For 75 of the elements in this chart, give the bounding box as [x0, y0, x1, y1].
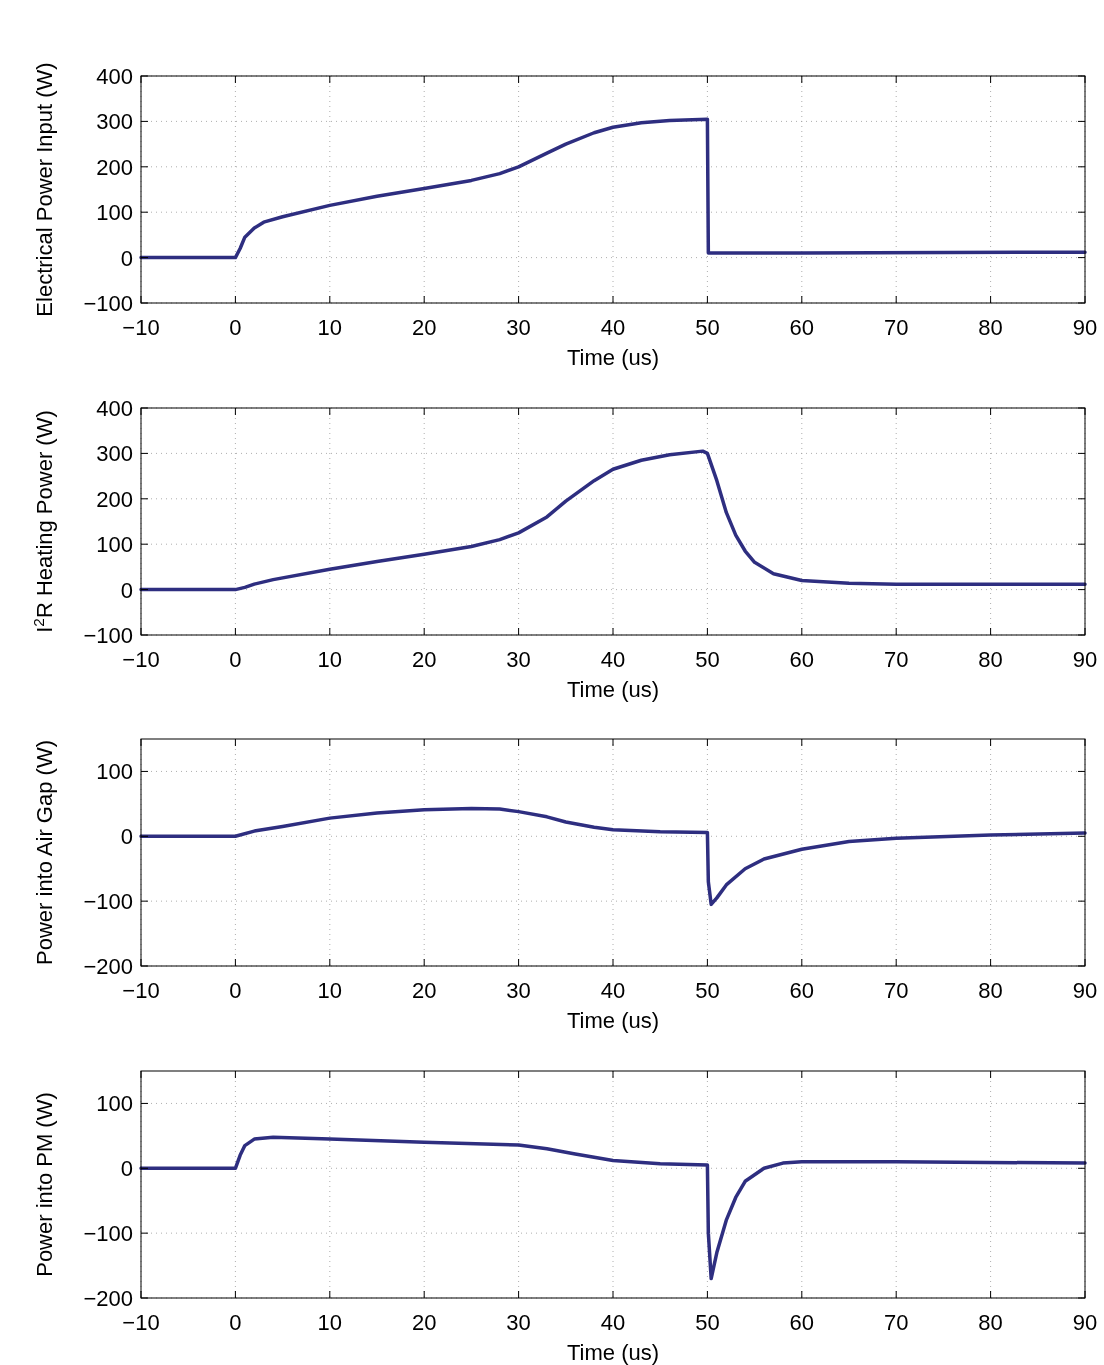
x-tick-label: 10 — [317, 1310, 343, 1335]
x-tick-label: 30 — [506, 1310, 531, 1335]
x-tick-label: 60 — [789, 1310, 815, 1335]
y-tick-label: 100 — [96, 200, 133, 226]
x-tick-label: 40 — [600, 978, 626, 1003]
x-tick-label: 90 — [1072, 1310, 1098, 1335]
y-tick-label: 300 — [96, 441, 133, 467]
x-axis-title: Time (us) — [566, 345, 660, 370]
y-axis-title: Power into Air Gap (W) — [32, 740, 57, 965]
y-tick-label: 300 — [96, 109, 133, 135]
line-series — [139, 806, 1087, 907]
line-series — [139, 1135, 1087, 1281]
y-tick-label: −100 — [83, 623, 133, 648]
y-tick-label: 400 — [96, 396, 133, 421]
y-tick-label: −100 — [83, 291, 133, 316]
x-tick-label: 40 — [600, 315, 626, 340]
x-axis-title: Time (us) — [566, 677, 660, 702]
x-tick-label: 10 — [317, 978, 343, 1003]
x-tick-label: 60 — [789, 647, 815, 672]
x-tick-label: 40 — [600, 1310, 626, 1335]
x-tick-label: −10 — [122, 647, 160, 672]
x-tick-label: 40 — [600, 647, 626, 672]
x-tick-label: −10 — [122, 315, 160, 340]
x-axis-title: Time (us) — [566, 1008, 660, 1033]
y-axis-title: Electrical Power Input (W) — [32, 62, 57, 317]
y-axis-title: Power into PM (W) — [32, 1092, 57, 1277]
y-tick-label: 100 — [96, 532, 133, 558]
y-tick-label: −100 — [83, 1221, 133, 1247]
y-tick-label: 200 — [96, 486, 133, 512]
x-tick-label: 20 — [411, 315, 437, 340]
x-tick-label: 90 — [1072, 978, 1098, 1003]
x-tick-label: 50 — [695, 647, 720, 672]
x-tick-label: −10 — [122, 1310, 160, 1335]
x-tick-label: 0 — [229, 1310, 242, 1335]
x-tick-label: 80 — [978, 1310, 1003, 1335]
y-tick-label: 0 — [120, 1156, 133, 1182]
x-tick-label: 70 — [883, 978, 909, 1003]
y-tick-label: 0 — [120, 824, 133, 850]
x-tick-label: 30 — [506, 647, 531, 672]
x-tick-label: 0 — [229, 315, 242, 340]
x-tick-label: 20 — [411, 1310, 437, 1335]
x-tick-label: 50 — [695, 978, 720, 1003]
x-tick-label: 50 — [695, 315, 720, 340]
x-tick-label: −10 — [122, 978, 160, 1003]
y-tick-label: −100 — [83, 889, 133, 915]
x-tick-label: 60 — [789, 315, 815, 340]
y-tick-label: 400 — [96, 64, 133, 89]
x-tick-label: 10 — [317, 315, 343, 340]
x-tick-label: 80 — [978, 315, 1003, 340]
x-tick-label: 80 — [978, 647, 1003, 672]
x-tick-label: 20 — [411, 978, 437, 1003]
x-tick-label: 30 — [506, 978, 531, 1003]
y-tick-label: 200 — [96, 154, 133, 180]
x-tick-label: 70 — [883, 1310, 909, 1335]
x-tick-label: 0 — [229, 647, 242, 672]
x-tick-label: 90 — [1072, 647, 1098, 672]
x-tick-label: 80 — [978, 978, 1003, 1003]
y-tick-label: −200 — [83, 954, 133, 979]
x-tick-label: 10 — [317, 647, 343, 672]
y-tick-label: −200 — [83, 1286, 133, 1311]
x-tick-label: 70 — [883, 315, 909, 340]
x-tick-label: 70 — [883, 647, 909, 672]
x-tick-label: 20 — [411, 647, 437, 672]
y-tick-label: 0 — [120, 245, 133, 271]
x-tick-label: 90 — [1072, 315, 1098, 340]
x-tick-label: 30 — [506, 315, 531, 340]
line-series — [139, 117, 1087, 260]
y-tick-label: 100 — [96, 759, 133, 785]
line-series — [139, 449, 1087, 592]
y-tick-label: 0 — [120, 577, 133, 603]
x-axis-title: Time (us) — [566, 1340, 660, 1365]
y-tick-label: 100 — [96, 1091, 133, 1117]
x-tick-label: 60 — [789, 978, 815, 1003]
x-tick-label: 0 — [229, 978, 242, 1003]
x-tick-label: 50 — [695, 1310, 720, 1335]
